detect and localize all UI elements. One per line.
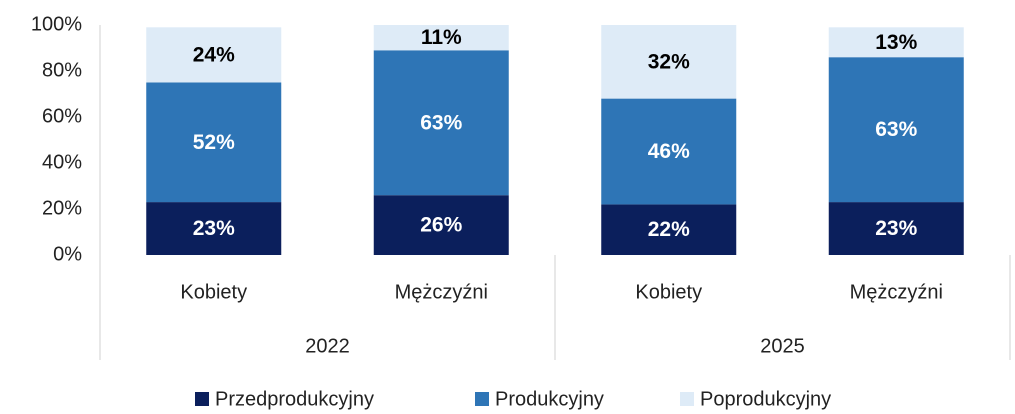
bar-segment	[373, 50, 509, 196]
data-label: 11%	[421, 26, 462, 49]
data-label: 63%	[420, 111, 462, 134]
bar-segment	[828, 27, 964, 58]
group-label: 2022	[305, 335, 350, 357]
data-label: 23%	[875, 217, 917, 240]
x-tick-label: Kobiety	[635, 281, 702, 303]
bar-segment	[601, 25, 737, 99]
y-tick-label: 40%	[42, 151, 82, 173]
bar-segment	[828, 57, 964, 203]
x-tick-label: Mężczyźni	[395, 281, 488, 303]
data-label: 13%	[875, 31, 917, 54]
x-tick-label: Kobiety	[180, 281, 247, 303]
bar-segment	[146, 27, 282, 83]
y-tick-label: 100%	[31, 13, 82, 35]
data-label: 26%	[420, 214, 462, 237]
bar-segment	[828, 202, 964, 255]
bar-segment	[373, 25, 509, 51]
y-tick-label: 60%	[42, 105, 82, 127]
legend-swatch	[475, 392, 489, 406]
data-label: 52%	[193, 131, 235, 154]
data-label: 23%	[193, 217, 235, 240]
legend-label: Poprodukcyjny	[700, 388, 831, 410]
data-label: 46%	[648, 140, 690, 163]
bar-segment	[601, 98, 737, 205]
bar-segment	[146, 82, 282, 203]
legend-swatch	[195, 392, 209, 406]
data-label: 22%	[648, 218, 690, 241]
legend-label: Przedprodukcyjny	[215, 388, 374, 410]
group-label: 2025	[760, 335, 805, 357]
data-label: 32%	[648, 50, 690, 73]
y-tick-label: 0%	[53, 243, 82, 265]
bar-segment	[601, 204, 737, 255]
bar-segment	[146, 202, 282, 255]
x-tick-label: Mężczyźni	[850, 281, 943, 303]
bar-segment	[373, 195, 509, 255]
legend-label: Produkcyjny	[495, 388, 604, 410]
legend-swatch	[680, 392, 694, 406]
y-tick-label: 20%	[42, 197, 82, 219]
data-label: 63%	[875, 118, 917, 141]
y-tick-label: 80%	[42, 59, 82, 81]
data-label: 24%	[193, 43, 235, 66]
